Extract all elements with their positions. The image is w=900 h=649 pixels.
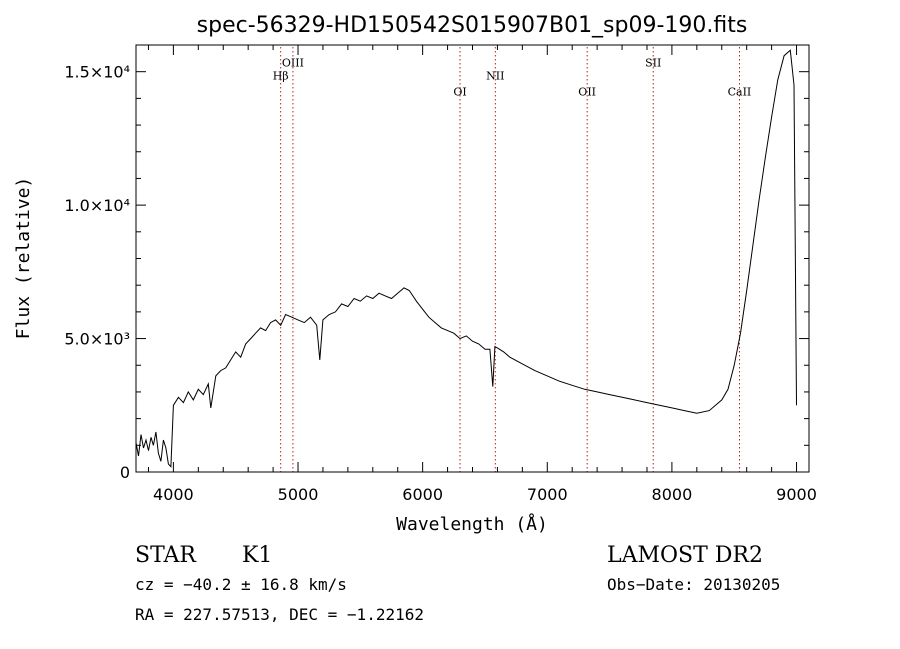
line-marker-label: OIII xyxy=(282,56,304,69)
spectrum-line xyxy=(135,49,797,468)
plot-frame xyxy=(135,44,810,473)
line-marker-label: OI xyxy=(453,86,466,99)
y-tick-label: 1.0×10⁴ xyxy=(64,196,130,215)
line-marker-label: OII xyxy=(578,86,596,99)
x-tick-label: 4000 xyxy=(153,485,194,504)
x-axis: 4000 5000 6000 7000 8000 9000 xyxy=(147,45,817,504)
x-axis-label: Wavelength (Å) xyxy=(396,513,548,535)
line-marker-label: Hβ xyxy=(273,70,289,83)
coordinates: RA = 227.57513, DEC = −1.22162 xyxy=(135,605,424,624)
line-marker-label: CaII xyxy=(728,86,752,99)
x-tick-label: 7000 xyxy=(527,485,568,504)
x-tick-label: 6000 xyxy=(402,485,443,504)
y-tick-label: 5.0×10³ xyxy=(64,330,130,349)
object-subclass: K1 xyxy=(242,543,272,568)
chart-title: spec-56329-HD150542S015907B01_sp09-190.f… xyxy=(197,13,748,38)
survey-name: LAMOST DR2 xyxy=(607,543,763,568)
observation-date: Obs−Date: 20130205 xyxy=(607,575,780,594)
object-class: STAR xyxy=(135,543,197,568)
y-axis: 0 5.0×10³ 1.0×10⁴ 1.5×10⁴ xyxy=(64,63,809,482)
x-tick-label: 9000 xyxy=(776,485,817,504)
y-axis-label: Flux (relative) xyxy=(13,177,34,340)
y-tick-label: 1.5×10⁴ xyxy=(64,63,130,82)
line-marker-label: SII xyxy=(645,56,661,69)
x-tick-label: 5000 xyxy=(278,485,319,504)
y-tick-label: 0 xyxy=(120,463,130,482)
x-tick-label: 8000 xyxy=(652,485,693,504)
redshift-velocity: cz = −40.2 ± 16.8 km/s xyxy=(135,575,347,594)
line-marker-label: NII xyxy=(486,70,504,83)
